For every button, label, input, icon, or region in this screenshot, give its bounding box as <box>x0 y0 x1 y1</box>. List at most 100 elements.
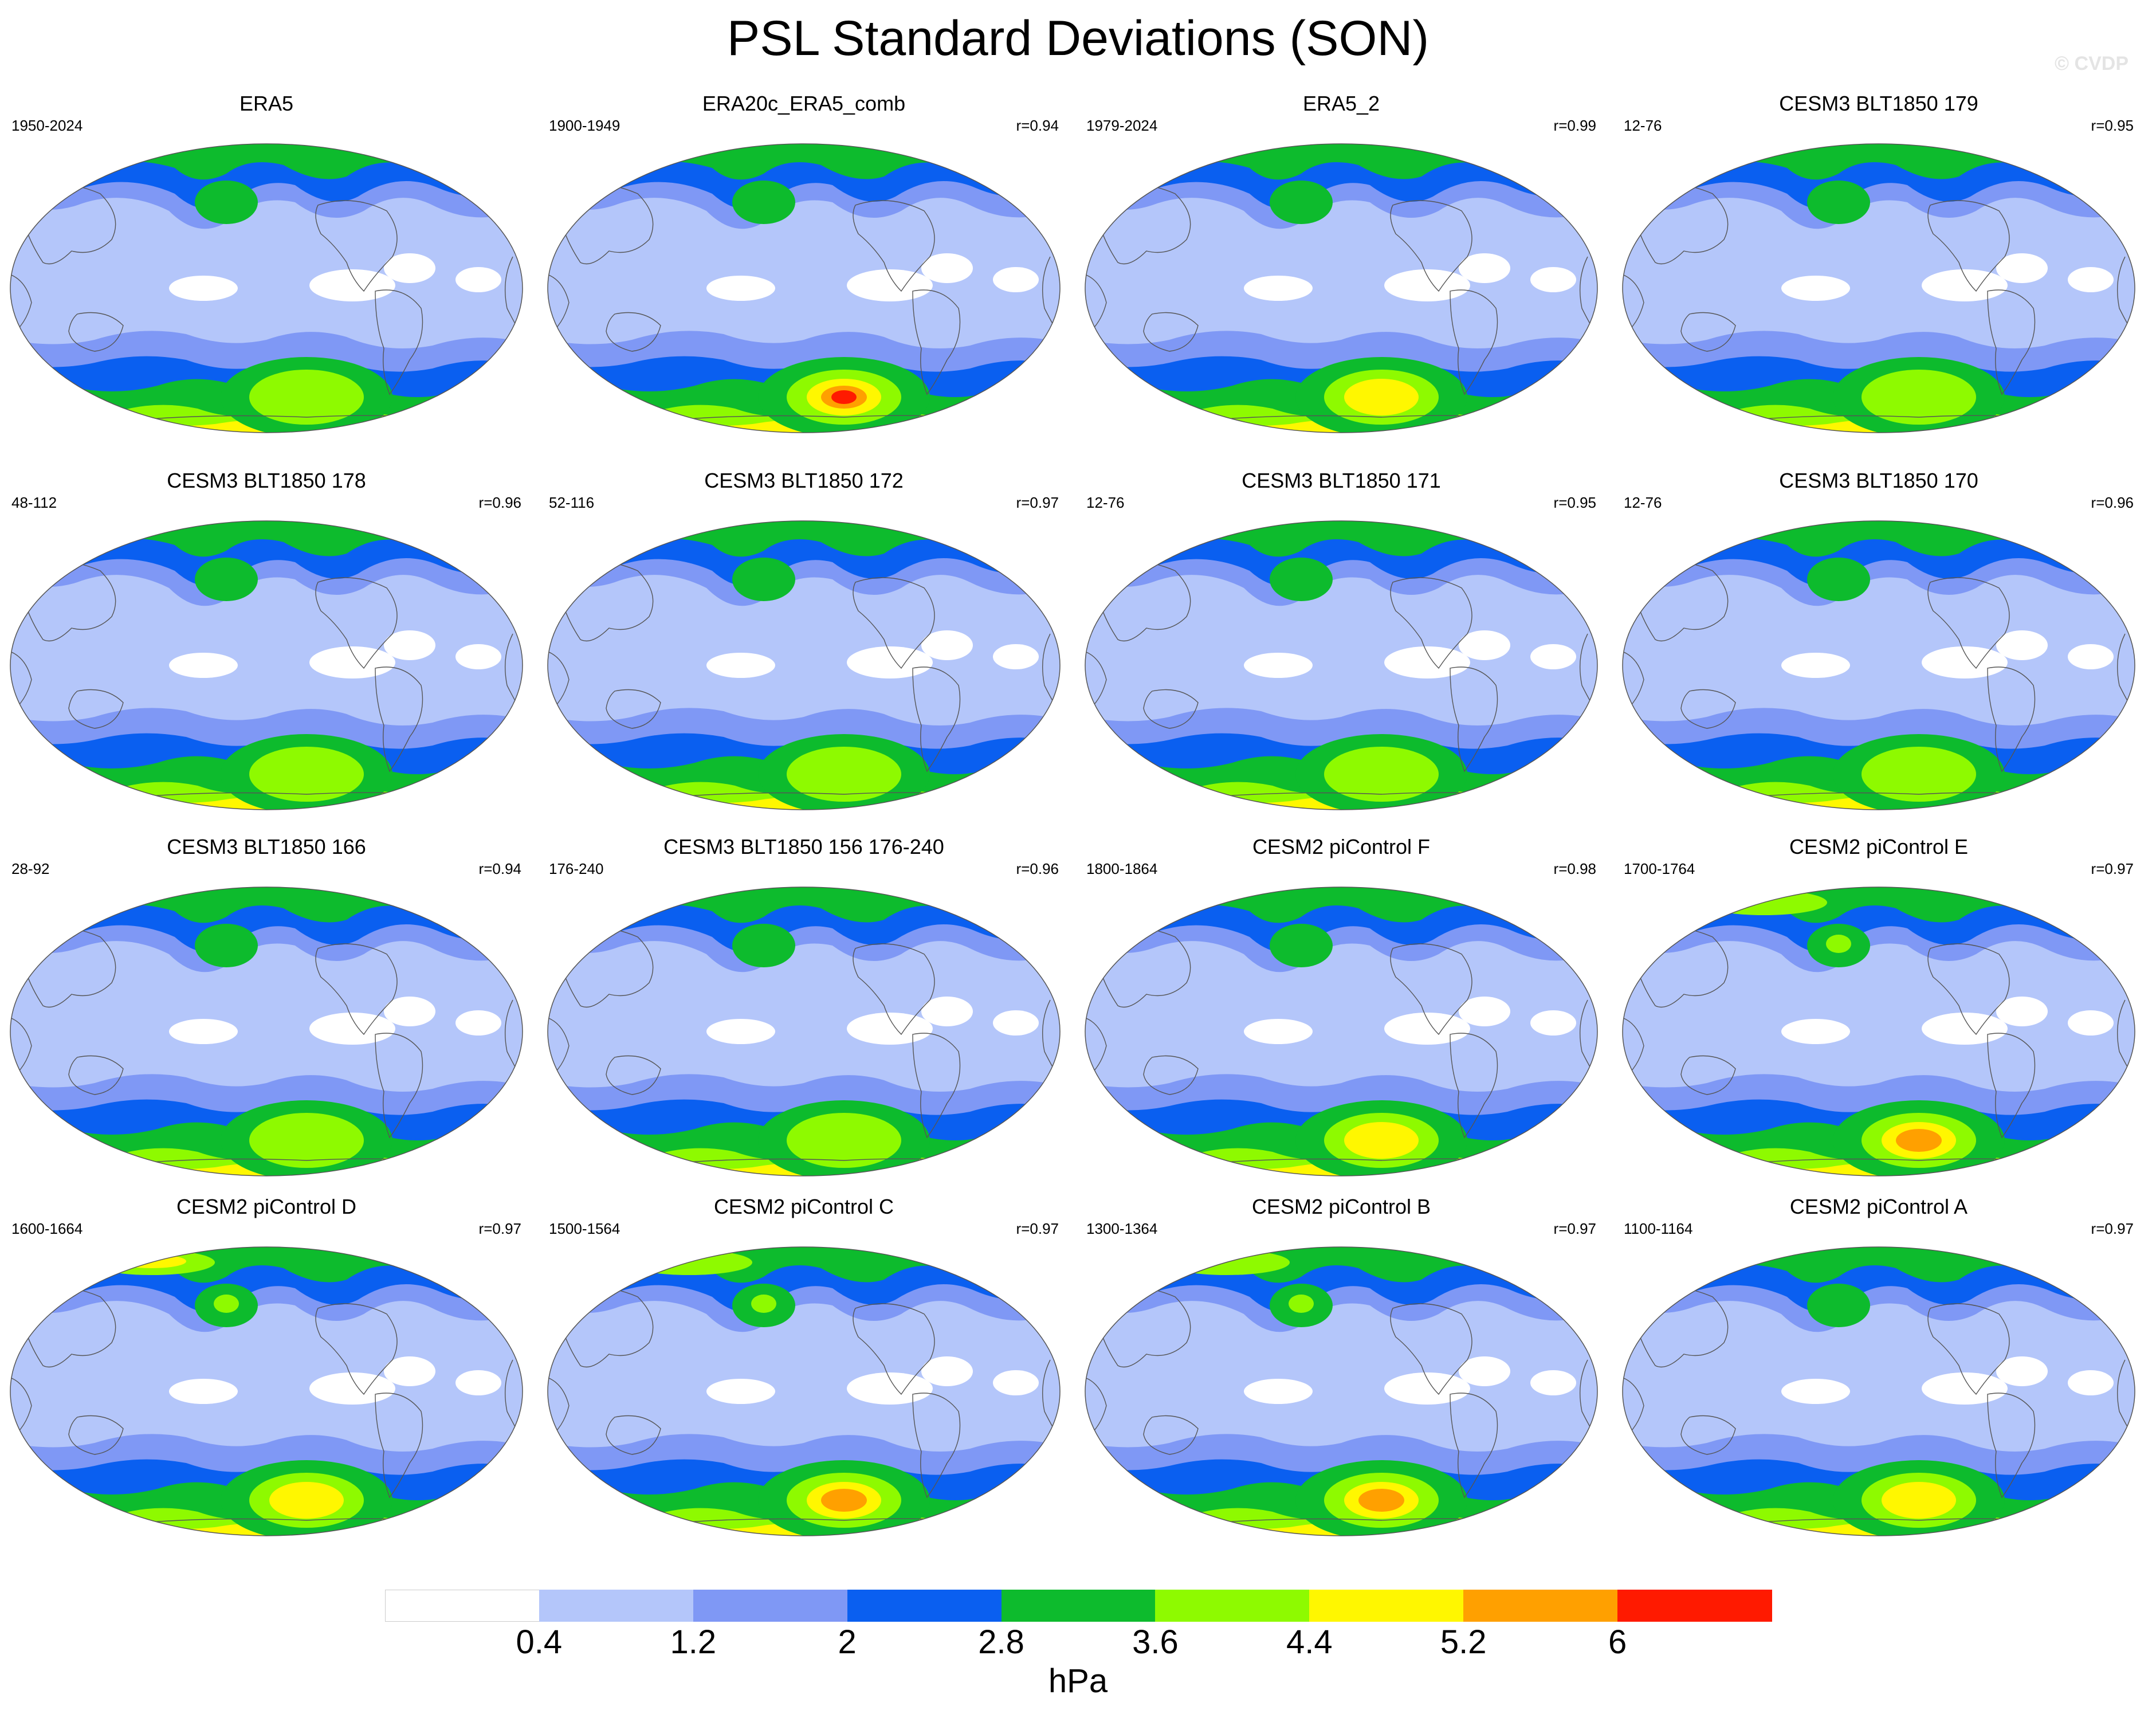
panel-years: 1900-1949 <box>549 117 621 134</box>
panel-title: CESM2 piControl E <box>1789 835 1969 858</box>
map-panel: CESM3 BLT1850 179 12-76 r=0.95 <box>1612 92 2145 441</box>
colorbar-units: hPa <box>1048 1662 1108 1700</box>
psl-map <box>1085 887 1598 1176</box>
panel-years: 1600-1664 <box>11 1220 83 1237</box>
panel-correlation: r=0.94 <box>1016 117 1059 134</box>
psl-map <box>547 1246 1061 1536</box>
panel-title: CESM3 BLT1850 172 <box>704 469 904 492</box>
panel-years: 12-76 <box>1624 117 1662 134</box>
panel-correlation: r=0.97 <box>478 1220 521 1237</box>
panel-correlation: r=0.97 <box>1016 1220 1059 1237</box>
colorbar-swatch <box>1617 1590 1772 1622</box>
panel-years: 1300-1364 <box>1086 1220 1158 1237</box>
panel-title: CESM2 piControl C <box>713 1195 894 1218</box>
panel-years: 1950-2024 <box>11 117 83 134</box>
map-panel: CESM3 BLT1850 170 12-76 r=0.96 <box>1612 469 2145 818</box>
psl-map <box>547 143 1061 433</box>
map-panel: CESM3 BLT1850 166 28-92 r=0.94 <box>0 835 533 1184</box>
map-panel: CESM2 piControl E 1700-1764 r=0.97 <box>1612 835 2145 1184</box>
map-panel: CESM2 piControl C 1500-1564 r=0.97 <box>537 1195 1070 1544</box>
panel-title: ERA5 <box>239 92 294 115</box>
colorbar-tick-label: 1.2 <box>670 1623 717 1661</box>
colorbar-swatch <box>385 1590 540 1622</box>
psl-map <box>1085 1246 1598 1536</box>
panel-years: 12-76 <box>1624 494 1662 511</box>
psl-map <box>1622 520 2135 810</box>
panel-years: 1100-1164 <box>1624 1220 1693 1237</box>
panel-title: CESM3 BLT1850 171 <box>1242 469 1441 492</box>
panel-correlation: r=0.97 <box>2091 1220 2134 1237</box>
colorbar-tick-label: 2.8 <box>978 1623 1024 1661</box>
panel-correlation: r=0.97 <box>2091 860 2134 877</box>
psl-map <box>1085 143 1598 433</box>
colorbar-swatch <box>1155 1590 1310 1622</box>
psl-map <box>1622 1246 2135 1536</box>
map-panel: ERA5 1950-2024 <box>0 92 533 441</box>
colorbar-tick-label: 5.2 <box>1440 1623 1487 1661</box>
cvdp-watermark: © CVDP <box>2055 53 2128 74</box>
map-panel: ERA5_2 1979-2024 r=0.99 <box>1075 92 1608 441</box>
panel-years: 1700-1764 <box>1624 860 1695 877</box>
panel-correlation: r=0.95 <box>1553 494 1596 511</box>
panel-title: CESM3 BLT1850 178 <box>167 469 366 492</box>
colorbar-swatch <box>847 1590 1002 1622</box>
map-panel: CESM3 BLT1850 178 48-112 r=0.96 <box>0 469 533 818</box>
figure-title: PSL Standard Deviations (SON) <box>726 11 1430 66</box>
panel-years: 1800-1864 <box>1086 860 1158 877</box>
panel-correlation: r=0.99 <box>1553 117 1596 134</box>
psl-map <box>1085 520 1598 810</box>
colorbar <box>385 1590 1772 1622</box>
panel-years: 1979-2024 <box>1086 117 1158 134</box>
panel-years: 1500-1564 <box>549 1220 621 1237</box>
colorbar-swatch <box>539 1590 694 1622</box>
map-panel: CESM3 BLT1850 156 176-240 176-240 r=0.96 <box>537 835 1070 1184</box>
map-panel: CESM2 piControl F 1800-1864 r=0.98 <box>1075 835 1608 1184</box>
panel-years: 52-116 <box>549 494 595 511</box>
panel-title: ERA5_2 <box>1302 92 1380 115</box>
panel-correlation: r=0.96 <box>1016 860 1059 877</box>
panel-title: CESM2 piControl A <box>1789 1195 1968 1218</box>
colorbar-tick-label: 6 <box>1608 1623 1627 1661</box>
colorbar-swatch <box>1001 1590 1156 1622</box>
map-panel: CESM3 BLT1850 172 52-116 r=0.97 <box>537 469 1070 818</box>
psl-map <box>1622 887 2135 1176</box>
panel-correlation: r=0.97 <box>1016 494 1059 511</box>
panel-years: 12-76 <box>1086 494 1125 511</box>
panel-years: 28-92 <box>11 860 50 877</box>
psl-map <box>547 520 1061 810</box>
panel-correlation: r=0.96 <box>2091 494 2134 511</box>
panel-years: 48-112 <box>11 494 57 511</box>
panel-title: CESM2 piControl D <box>176 1195 357 1218</box>
panel-title: ERA20c_ERA5_comb <box>702 92 906 115</box>
panel-title: CESM2 piControl F <box>1252 835 1431 858</box>
panel-years: 176-240 <box>549 860 604 877</box>
colorbar-labels: 0.4 1.2 2 2.8 3.6 4.4 5.2 6 <box>0 1623 2156 1663</box>
map-panel: CESM2 piControl A 1100-1164 r=0.97 <box>1612 1195 2145 1544</box>
colorbar-tick-label: 3.6 <box>1132 1623 1179 1661</box>
colorbar-swatch <box>1309 1590 1464 1622</box>
panel-correlation: r=0.98 <box>1553 860 1596 877</box>
psl-map <box>10 1246 523 1536</box>
panel-correlation: r=0.97 <box>1553 1220 1596 1237</box>
map-panel: CESM3 BLT1850 171 12-76 r=0.95 <box>1075 469 1608 818</box>
colorbar-tick-label: 4.4 <box>1286 1623 1333 1661</box>
colorbar-swatch <box>693 1590 848 1622</box>
colorbar-tick-label: 0.4 <box>516 1623 563 1661</box>
colorbar-tick-label: 2 <box>838 1623 857 1661</box>
panel-title: CESM3 BLT1850 170 <box>1779 469 1978 492</box>
panel-correlation: r=0.94 <box>478 860 521 877</box>
map-panel: CESM2 piControl D 1600-1664 r=0.97 <box>0 1195 533 1544</box>
psl-map <box>547 887 1061 1176</box>
psl-map <box>10 887 523 1176</box>
panel-title: CESM3 BLT1850 166 <box>167 835 366 858</box>
panel-title: CESM3 BLT1850 179 <box>1779 92 1978 115</box>
colorbar-swatch <box>1463 1590 1619 1622</box>
map-panel: ERA20c_ERA5_comb 1900-1949 r=0.94 <box>537 92 1070 441</box>
psl-map <box>10 143 523 433</box>
panel-correlation: r=0.95 <box>2091 117 2134 134</box>
panel-title: CESM3 BLT1850 156 176-240 <box>663 835 944 858</box>
map-panel: CESM2 piControl B 1300-1364 r=0.97 <box>1075 1195 1608 1544</box>
panel-title: CESM2 piControl B <box>1251 1195 1431 1218</box>
psl-map <box>10 520 523 810</box>
panel-correlation: r=0.96 <box>478 494 521 511</box>
